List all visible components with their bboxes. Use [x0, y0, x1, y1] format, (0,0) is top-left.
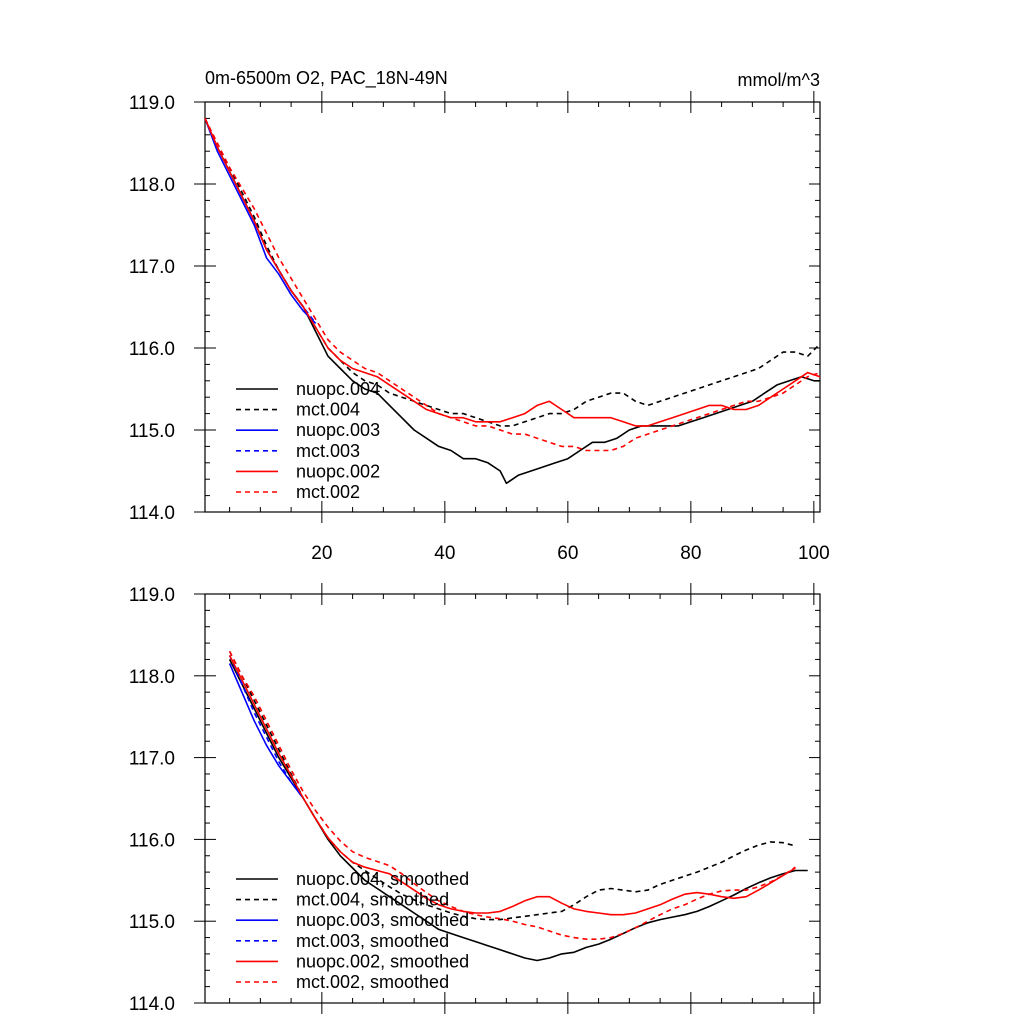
y-tick-label: 119.0 — [129, 93, 175, 114]
x-tick-label: 60 — [557, 543, 578, 564]
y-tick-label: 114.0 — [129, 994, 175, 1015]
plot-frame — [204, 101, 821, 513]
legend-label: nuopc.004 — [296, 379, 380, 399]
y-tick-label: 115.0 — [129, 912, 175, 933]
y-tick-label: 114.0 — [129, 503, 175, 524]
series-line-nuopc-002 — [204, 118, 821, 427]
legend-label: mct.002 — [296, 482, 360, 502]
series-line-mct-002-smoothed — [228, 650, 796, 940]
x-tick-label: 40 — [434, 543, 455, 564]
y-tick-label: 117.0 — [129, 749, 175, 770]
x-tick-label: 100 — [798, 543, 830, 564]
series-line-nuopc-004 — [204, 118, 820, 485]
legend-label: nuopc.002 — [296, 461, 380, 481]
x-tick-label: 80 — [680, 543, 701, 564]
y-tick-label: 116.0 — [129, 339, 175, 360]
series-line-mct-003-smoothed — [228, 655, 305, 799]
legend-label: mct.004, smoothed — [296, 890, 449, 910]
series-line-nuopc-003 — [204, 118, 317, 324]
y-tick-label: 119.0 — [129, 585, 175, 606]
series-line-mct-004 — [204, 118, 821, 427]
plot-frame — [204, 593, 821, 1004]
y-tick-label: 115.0 — [129, 421, 175, 442]
series-line-nuopc-003-smoothed — [228, 663, 305, 799]
legend-label: mct.003 — [296, 441, 360, 461]
top-panel-units: mmol/m^3 — [738, 70, 820, 90]
top-panel-title: 0m-6500m O2, PAC_18N-49N — [205, 68, 448, 89]
top-panel: 0m-6500m O2, PAC_18N-49N mmol/m^3 114.0 1… — [129, 68, 830, 564]
bottom-panel: 114.0 115.0 116.0 117.0 118.0 119.0 nuopc.004,… — [129, 583, 821, 1015]
legend-label: mct.004 — [296, 400, 360, 420]
legend-label: nuopc.002, smoothed — [296, 951, 469, 971]
legend-label: nuopc.003 — [296, 420, 380, 440]
legend-label: mct.002, smoothed — [296, 972, 449, 992]
y-tick-label: 118.0 — [129, 175, 175, 196]
series-line-mct-002 — [204, 118, 821, 452]
legend-label: mct.003, smoothed — [296, 931, 449, 951]
y-tick-label: 116.0 — [129, 830, 175, 851]
legend-label: nuopc.003, smoothed — [296, 910, 469, 930]
y-tick-label: 117.0 — [129, 257, 175, 278]
x-tick-label: 20 — [311, 543, 332, 564]
y-tick-label: 118.0 — [129, 667, 175, 688]
series-line-nuopc-002-smoothed — [228, 655, 796, 916]
legend-label: nuopc.004, smoothed — [296, 869, 469, 889]
